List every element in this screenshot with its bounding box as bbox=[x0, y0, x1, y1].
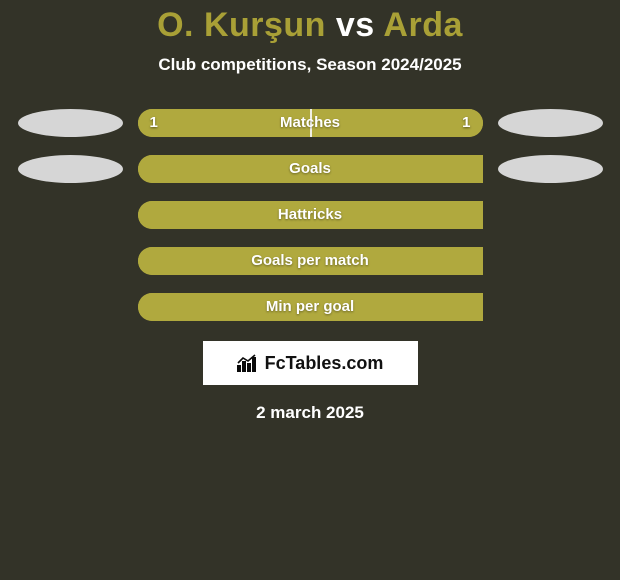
comparison-chart: Matches1 1 Goals Hattricks Goals per match Mi… bbox=[0, 109, 620, 321]
stat-row: Min per goal bbox=[0, 293, 620, 321]
stat-value-right: 1 bbox=[462, 109, 470, 137]
stat-row: Goals bbox=[0, 155, 620, 183]
right-oval bbox=[498, 109, 603, 137]
brand-badge: FcTables.com bbox=[203, 341, 418, 385]
stat-row: Goals per match bbox=[0, 247, 620, 275]
right-oval bbox=[498, 155, 603, 183]
title-vs: vs bbox=[326, 6, 383, 44]
stat-label: Goals bbox=[138, 155, 483, 183]
page-title: O. Kurşun vs Arda bbox=[0, 6, 620, 45]
left-oval bbox=[18, 155, 123, 183]
stat-row: Matches1 1 bbox=[0, 109, 620, 137]
subtitle: Club competitions, Season 2024/2025 bbox=[0, 55, 620, 75]
left-oval bbox=[18, 109, 123, 137]
brand-text: FcTables.com bbox=[265, 353, 384, 374]
stat-label: Goals per match bbox=[138, 247, 483, 275]
stat-row: Hattricks bbox=[0, 201, 620, 229]
title-player-right: Arda bbox=[383, 6, 462, 44]
stat-bar: Goals per match bbox=[138, 247, 483, 275]
page-root: O. Kurşun vs Arda Club competitions, Sea… bbox=[0, 0, 620, 580]
stat-label: Matches bbox=[138, 109, 483, 137]
brand-chart-icon bbox=[237, 354, 259, 372]
stat-label: Min per goal bbox=[138, 293, 483, 321]
stat-bar: Goals bbox=[138, 155, 483, 183]
stat-bar: Matches1 1 bbox=[138, 109, 483, 137]
stat-bar: Hattricks bbox=[138, 201, 483, 229]
stat-bar: Min per goal bbox=[138, 293, 483, 321]
stat-value-left: 1 bbox=[150, 109, 158, 137]
date-text: 2 march 2025 bbox=[0, 403, 620, 423]
stat-label: Hattricks bbox=[138, 201, 483, 229]
title-player-left: O. Kurşun bbox=[157, 6, 326, 44]
